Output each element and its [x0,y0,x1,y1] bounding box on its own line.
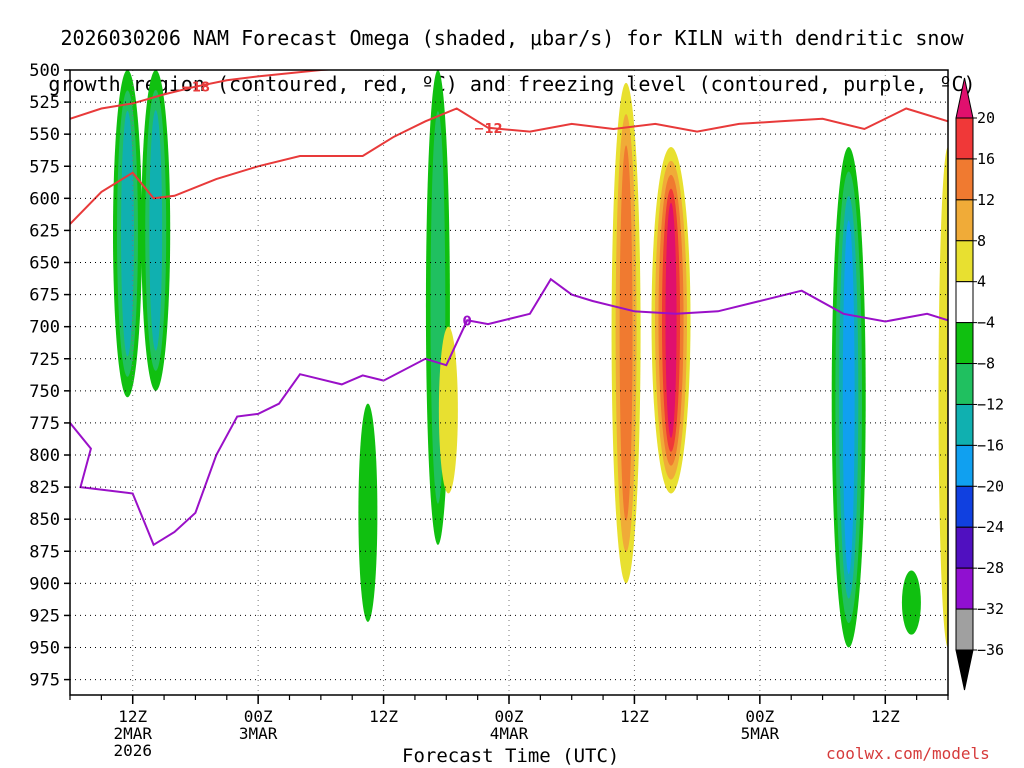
plot-frame [69,69,949,696]
y-tick-label: 950 [29,639,60,659]
x-tick-date: 2MAR [113,724,152,743]
omega-shade [901,570,921,635]
y-tick-label: 500 [29,61,60,81]
colorbar-swatch [955,403,974,446]
colorbar-label: −16 [977,436,1004,454]
y-tick-label: 525 [29,93,60,113]
omega-shade [842,220,855,575]
y-tick-label: 675 [29,286,60,306]
y-tick-label: 850 [29,510,60,530]
y-tick-label: 975 [29,671,60,691]
colorbar-label: 20 [977,109,995,127]
x-tick-date: 5MAR [741,724,780,743]
contour-label: 0 [463,314,472,329]
colorbar-label: −24 [977,518,1004,536]
colorbar-swatch [955,363,974,405]
y-tick-label: 600 [29,189,60,209]
x-axis-title: Forecast Time (UTC) [402,745,620,767]
omega-plume [831,147,866,648]
omega-shade [619,145,633,521]
y-tick-label: 750 [29,382,60,402]
omega-plume [901,570,921,635]
colorbar-label: −28 [977,559,1004,577]
colorbar-label: 12 [977,191,995,209]
colorbar-label: 16 [977,150,995,168]
colorbar-label: −12 [977,395,1004,413]
x-tick-label: 00Z [495,707,524,726]
colorbar-label: 4 [977,273,986,291]
dgz-contour [70,70,338,120]
x-tick-label: 00Z [745,707,774,726]
y-tick-label: 875 [29,542,60,562]
y-tick-label: 625 [29,221,60,241]
omega-plume [651,147,691,494]
x-tick-label: 12Z [620,707,649,726]
x-tick-label: 12Z [871,707,900,726]
omega-plume [112,70,142,398]
omega-shade [665,202,677,438]
colorbar-swatch [955,158,974,201]
dgz-contour [70,107,948,225]
colorbar-bottom-triangle [955,649,974,691]
y-tick-label: 650 [29,254,60,274]
omega-shade [358,403,378,622]
colorbar-swatch [955,117,974,160]
y-tick-label: 700 [29,318,60,338]
omega-shade [121,110,134,357]
x-tick-date: 3MAR [239,724,278,743]
colorbar-swatch [955,608,974,651]
x-tick-label: 00Z [244,707,273,726]
freezing-level-contour [70,277,948,547]
colorbar-label: −36 [977,641,1004,659]
omega-plume [611,82,641,584]
colorbar-swatch [955,485,974,528]
y-tick-label: 550 [29,125,60,145]
omega-shade [438,326,458,494]
y-tick-label: 900 [29,574,60,594]
chart-title: 2026030206 NAM Forecast Omega (shaded, μ… [0,4,1024,119]
colorbar-swatch [955,322,974,365]
colorbar-swatch [955,199,974,242]
title-line-1: 2026030206 NAM Forecast Omega (shaded, μ… [60,26,964,50]
y-tick-label: 825 [29,478,60,498]
colorbar-swatch [955,567,974,610]
colorbar-swatch [955,281,974,324]
omega-plume [938,147,948,648]
title-line-2: growth region (contoured, red, ºC) and f… [48,72,976,96]
colorbar-swatch [955,444,974,487]
x-tick-label: 12Z [369,707,398,726]
x-tick-date: 4MAR [490,724,529,743]
colorbar-swatch [955,526,974,569]
contour-label: −12 [474,122,503,137]
y-tick-label: 800 [29,446,60,466]
credit-link[interactable]: coolwx.com/models [826,744,990,763]
x-tick-year: 2026 [113,741,152,760]
x-tick-label: 12Z [118,707,147,726]
colorbar-label: −4 [977,314,995,332]
colorbar-label: −32 [977,600,1004,618]
colorbar-label: −8 [977,355,995,373]
omega-shade [938,147,948,648]
y-tick-label: 775 [29,414,60,434]
colorbar-label: −20 [977,477,1004,495]
y-tick-label: 725 [29,350,60,370]
omega-plume [358,403,378,622]
contour-label: −18 [181,81,210,96]
colorbar-label: 8 [977,232,986,250]
colorbar-top-triangle [955,77,974,119]
y-tick-label: 575 [29,157,60,177]
colorbar-swatch [955,240,974,283]
y-tick-label: 925 [29,606,60,626]
omega-plume [438,326,458,494]
